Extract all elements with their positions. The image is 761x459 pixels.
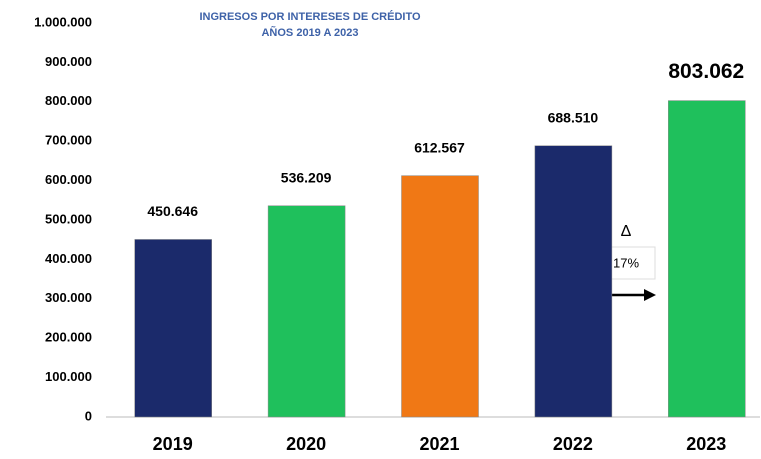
- bar: [267, 205, 346, 418]
- bar: [134, 239, 212, 418]
- value-label: 536.209: [281, 169, 332, 185]
- y-tick-label: 1.000.000: [34, 14, 92, 29]
- annotation-percent: 17%: [613, 255, 639, 270]
- x-tick-label: 2020: [286, 434, 326, 454]
- chart-subtitle: AÑOS 2019 A 2023: [261, 26, 358, 39]
- value-label: 450.646: [147, 203, 198, 219]
- value-label: 612.567: [414, 139, 465, 155]
- y-tick-label: 400.000: [45, 251, 92, 266]
- y-tick-label: 800.000: [45, 93, 92, 108]
- value-label: 688.510: [548, 109, 599, 125]
- chart-title: INGRESOS POR INTERESES DE CRÉDITO: [199, 10, 421, 23]
- y-tick-label: 0: [85, 408, 92, 423]
- y-tick-label: 100.000: [45, 369, 92, 384]
- bar: [401, 175, 479, 418]
- y-tick-label: 900.000: [45, 54, 92, 69]
- y-tick-label: 300.000: [45, 290, 92, 305]
- x-tick-label: 2021: [419, 434, 459, 454]
- y-tick-label: 500.000: [45, 211, 92, 226]
- value-label: 803.062: [668, 60, 744, 83]
- y-tick-label: 600.000: [45, 172, 92, 187]
- bar: [668, 100, 746, 418]
- annotation-delta: Δ: [621, 223, 632, 240]
- x-tick-label: 2023: [686, 434, 726, 454]
- x-tick-label: 2019: [153, 434, 193, 454]
- annotation-arrowhead: [644, 289, 656, 301]
- x-tick-label: 2022: [553, 434, 593, 454]
- y-tick-label: 700.000: [45, 133, 92, 148]
- y-tick-label: 200.000: [45, 330, 92, 345]
- bar: [534, 145, 613, 418]
